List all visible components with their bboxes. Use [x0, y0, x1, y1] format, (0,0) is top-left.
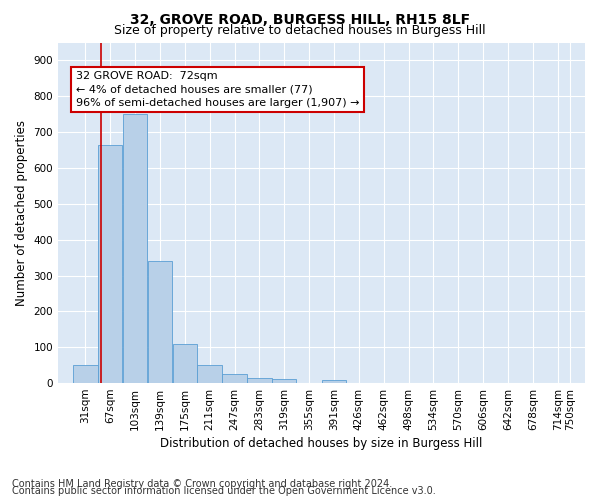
Bar [173, 344, 197, 383]
Text: Contains HM Land Registry data © Crown copyright and database right 2024.: Contains HM Land Registry data © Crown c… [12, 479, 392, 489]
Y-axis label: Number of detached properties: Number of detached properties [15, 120, 28, 306]
Bar [197, 365, 222, 383]
Text: Size of property relative to detached houses in Burgess Hill: Size of property relative to detached ho… [114, 24, 486, 37]
Bar [223, 374, 247, 383]
Bar [322, 380, 346, 383]
Bar [247, 378, 272, 383]
Bar [272, 380, 296, 383]
X-axis label: Distribution of detached houses by size in Burgess Hill: Distribution of detached houses by size … [160, 437, 483, 450]
Bar [123, 114, 147, 383]
Bar [148, 261, 172, 383]
Text: Contains public sector information licensed under the Open Government Licence v3: Contains public sector information licen… [12, 486, 436, 496]
Text: 32, GROVE ROAD, BURGESS HILL, RH15 8LF: 32, GROVE ROAD, BURGESS HILL, RH15 8LF [130, 12, 470, 26]
Bar [73, 365, 98, 383]
Bar [98, 144, 122, 383]
Text: 32 GROVE ROAD:  72sqm
← 4% of detached houses are smaller (77)
96% of semi-detac: 32 GROVE ROAD: 72sqm ← 4% of detached ho… [76, 71, 359, 108]
